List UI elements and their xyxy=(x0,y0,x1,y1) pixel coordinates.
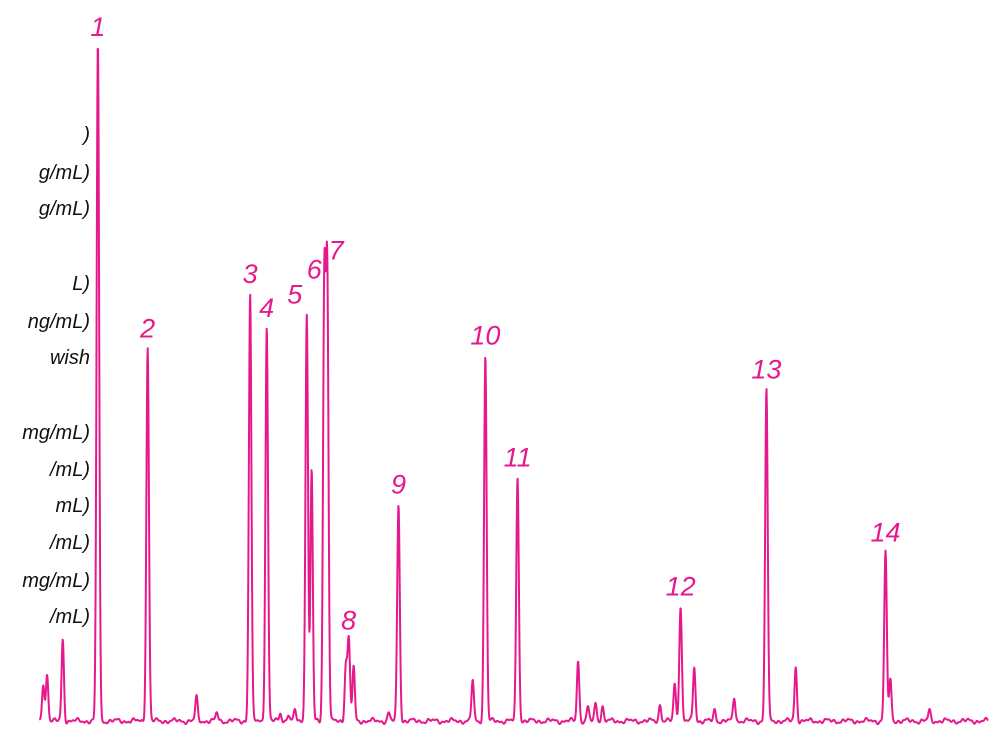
legend-line: g/mL) xyxy=(38,162,90,184)
peak-label-9: 9 xyxy=(391,470,406,500)
legend-line: /mL) xyxy=(50,606,90,628)
peak-label-2: 2 xyxy=(139,314,155,344)
legend-line: /mL) xyxy=(50,532,90,554)
peak-label-10: 10 xyxy=(470,320,500,350)
legend-line: /mL) xyxy=(50,459,90,481)
peak-label-4: 4 xyxy=(259,293,274,323)
peak-label-6: 6 xyxy=(307,254,323,284)
trace-layer xyxy=(38,47,989,726)
legend-line: L) xyxy=(72,273,90,295)
legend-line: ng/mL) xyxy=(27,311,90,333)
peak-legend: ) g/mL) g/mL) L) ng/mL) wish mg/mL) /mL)… xyxy=(0,0,120,729)
peak-label-7: 7 xyxy=(329,236,345,266)
peak-label-11: 11 xyxy=(504,443,532,473)
chromatogram-trace xyxy=(38,47,989,726)
peak-label-1: 1 xyxy=(90,12,105,42)
legend-line: g/mL) xyxy=(38,198,90,220)
peak-label-12: 12 xyxy=(666,572,696,602)
peak-label-8: 8 xyxy=(341,606,356,636)
legend-line: mg/mL) xyxy=(22,422,90,444)
peak-label-13: 13 xyxy=(751,354,781,384)
legend-line: mL) xyxy=(55,495,90,517)
legend-line: ) xyxy=(83,124,90,146)
peak-label-3: 3 xyxy=(243,259,258,289)
peak-label-5: 5 xyxy=(287,280,303,310)
peak-label-14: 14 xyxy=(870,517,900,547)
legend-line: mg/mL) xyxy=(22,570,90,592)
legend-line: wish xyxy=(49,347,90,369)
